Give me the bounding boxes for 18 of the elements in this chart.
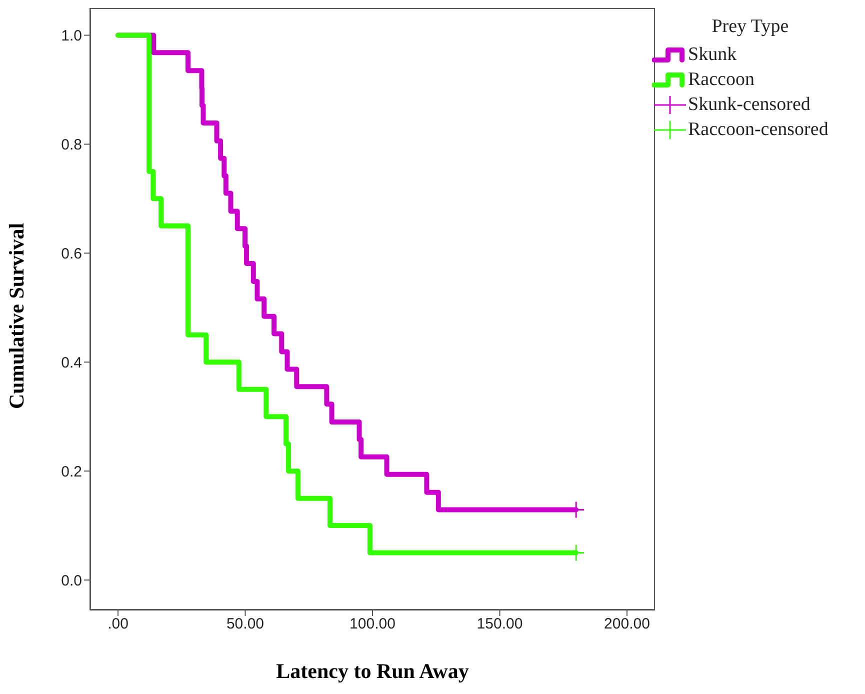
y-tick-label: 0.8 [61, 136, 82, 154]
legend-label: Raccoon-censored [688, 118, 828, 140]
legend-label: Raccoon [688, 68, 754, 90]
x-tick-label: 100.00 [350, 616, 396, 633]
legend-title: Prey Type [710, 16, 790, 38]
x-tick-label: 150.00 [476, 616, 523, 633]
y-tick-label: 1.0 [61, 28, 82, 45]
y-tick-label: 0.6 [61, 245, 82, 262]
legend-label: Skunk-censored [688, 94, 810, 116]
y-tick-label: 0.0 [61, 572, 82, 590]
x-tick-label: 200.00 [604, 616, 650, 633]
y-tick-label: 0.4 [61, 354, 82, 372]
y-axis-title: Cumulative Survival [4, 222, 28, 409]
y-tick-label: 0.2 [61, 463, 82, 480]
x-tick-label: .00 [108, 616, 128, 633]
x-tick-label: 50.00 [226, 616, 264, 633]
x-axis-title: Latency to Run Away [276, 659, 470, 683]
legend-label: Skunk [688, 44, 737, 66]
